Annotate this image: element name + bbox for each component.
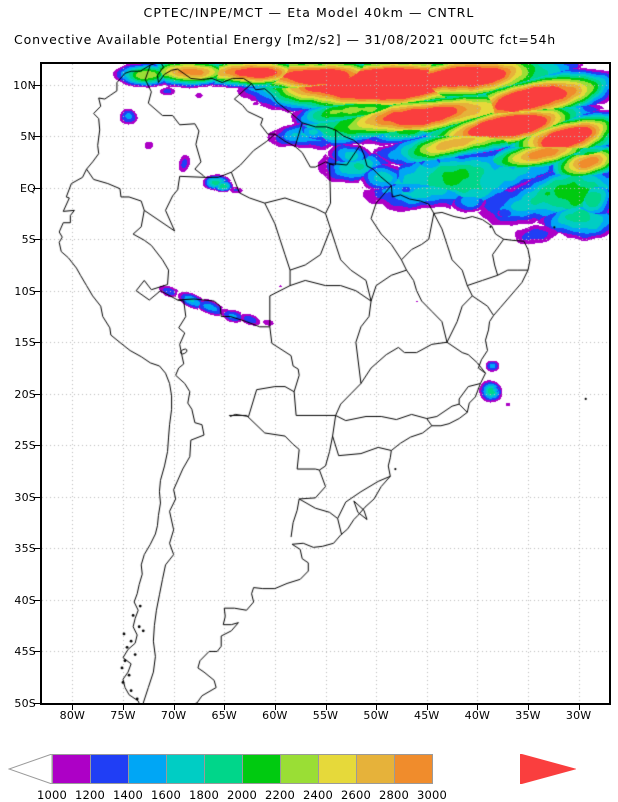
x-tick-mark <box>528 705 529 710</box>
y-tick-mark <box>33 548 40 550</box>
colorbar-tick-label: 2800 <box>378 788 410 802</box>
y-tick-label: 25S <box>14 439 36 453</box>
x-tick-mark <box>224 705 226 710</box>
colorbar-cell <box>90 754 129 784</box>
colorbar-cell <box>394 754 433 784</box>
y-tick-label: EQ <box>19 181 36 195</box>
colorbar-under-arrow <box>8 754 53 784</box>
y-tick-mark <box>33 651 40 653</box>
colorbar-over-arrow <box>520 754 576 784</box>
colorbar-cell <box>204 754 243 784</box>
x-tick-label: 50W <box>363 709 389 722</box>
y-tick-mark <box>33 703 40 704</box>
y-tick-label: 50S <box>14 697 36 710</box>
y-tick-label: 10N <box>13 78 36 92</box>
coastline-borders-layer <box>42 64 609 703</box>
x-tick-mark <box>376 705 378 710</box>
x-tick-label: 60W <box>262 709 288 722</box>
colorbar-tick-label: 1400 <box>112 788 144 802</box>
y-tick-mark <box>33 239 40 241</box>
y-tick-mark <box>33 496 40 498</box>
y-tick-label: 10S <box>14 284 36 298</box>
colorbar-cell <box>166 754 205 784</box>
y-tick-label: 5S <box>21 233 36 247</box>
x-tick-mark <box>72 705 74 710</box>
y-tick-label: 45S <box>14 645 36 659</box>
x-tick-mark <box>426 705 428 710</box>
y-tick-mark <box>33 393 40 395</box>
y-tick-label: 40S <box>14 593 36 607</box>
x-tick-mark <box>123 705 124 710</box>
colorbar-tick-label: 2200 <box>264 788 296 802</box>
title-variable-line: Convective Available Potential Energy [m… <box>14 32 557 47</box>
colorbar-cell <box>242 754 281 784</box>
y-tick-label: 15S <box>14 336 36 350</box>
x-tick-label: 40W <box>464 709 491 722</box>
x-tick-mark <box>325 705 327 710</box>
colorbar-tick-label: 3000 <box>416 788 448 802</box>
y-tick-mark <box>33 136 40 138</box>
y-tick-label: 5N <box>20 130 36 144</box>
x-tick-label: 30W <box>565 709 592 722</box>
colorbar: 1000 1200 1400 1600 1800 2000 2200 2400 2600 2800… <box>0 744 618 802</box>
y-tick-mark <box>33 290 40 292</box>
y-tick-label: 30S <box>14 490 36 504</box>
x-tick-label: 35W <box>515 709 541 722</box>
colorbar-cell <box>52 754 91 784</box>
colorbar-cell <box>280 754 319 784</box>
y-tick-label: 35S <box>14 542 36 556</box>
y-tick-mark <box>33 187 40 189</box>
y-tick-mark <box>33 599 40 601</box>
x-tick-mark <box>274 705 276 710</box>
title-model-line: CPTEC/INPE/MCT — Eta Model 40km — CNTRL <box>143 5 475 20</box>
x-tick-label: 75W <box>110 709 136 722</box>
x-tick-label: 65W <box>211 709 237 722</box>
y-tick-mark <box>33 84 40 86</box>
y-tick-mark <box>33 342 40 344</box>
colorbar-tick-label: 2000 <box>226 788 258 802</box>
chart-header: CPTEC/INPE/MCT — Eta Model 40km — CNTRL … <box>0 0 618 56</box>
colorbar-tick-label: 1600 <box>150 788 182 802</box>
colorbar-tick-label: 1800 <box>188 788 220 802</box>
x-tick-label: 55W <box>312 709 339 722</box>
colorbar-tick-label: 2400 <box>302 788 334 802</box>
y-tick-label: 20S <box>14 387 36 401</box>
colorbar-tick-label: 2600 <box>340 788 372 802</box>
colorbar-swatches <box>52 754 433 784</box>
map-plot-area[interactable] <box>40 62 611 705</box>
x-tick-mark <box>578 705 580 710</box>
x-tick-mark <box>173 705 175 710</box>
colorbar-cell <box>318 754 357 784</box>
x-tick-label: 45W <box>414 709 440 722</box>
colorbar-tick-label: 1000 <box>36 788 68 802</box>
colorbar-tick-label: 1200 <box>74 788 106 802</box>
x-tick-label: 70W <box>160 709 187 722</box>
colorbar-cell <box>356 754 395 784</box>
y-tick-mark <box>33 445 40 447</box>
x-tick-label: 80W <box>59 709 86 722</box>
colorbar-cell <box>128 754 167 784</box>
x-tick-mark <box>477 705 479 710</box>
